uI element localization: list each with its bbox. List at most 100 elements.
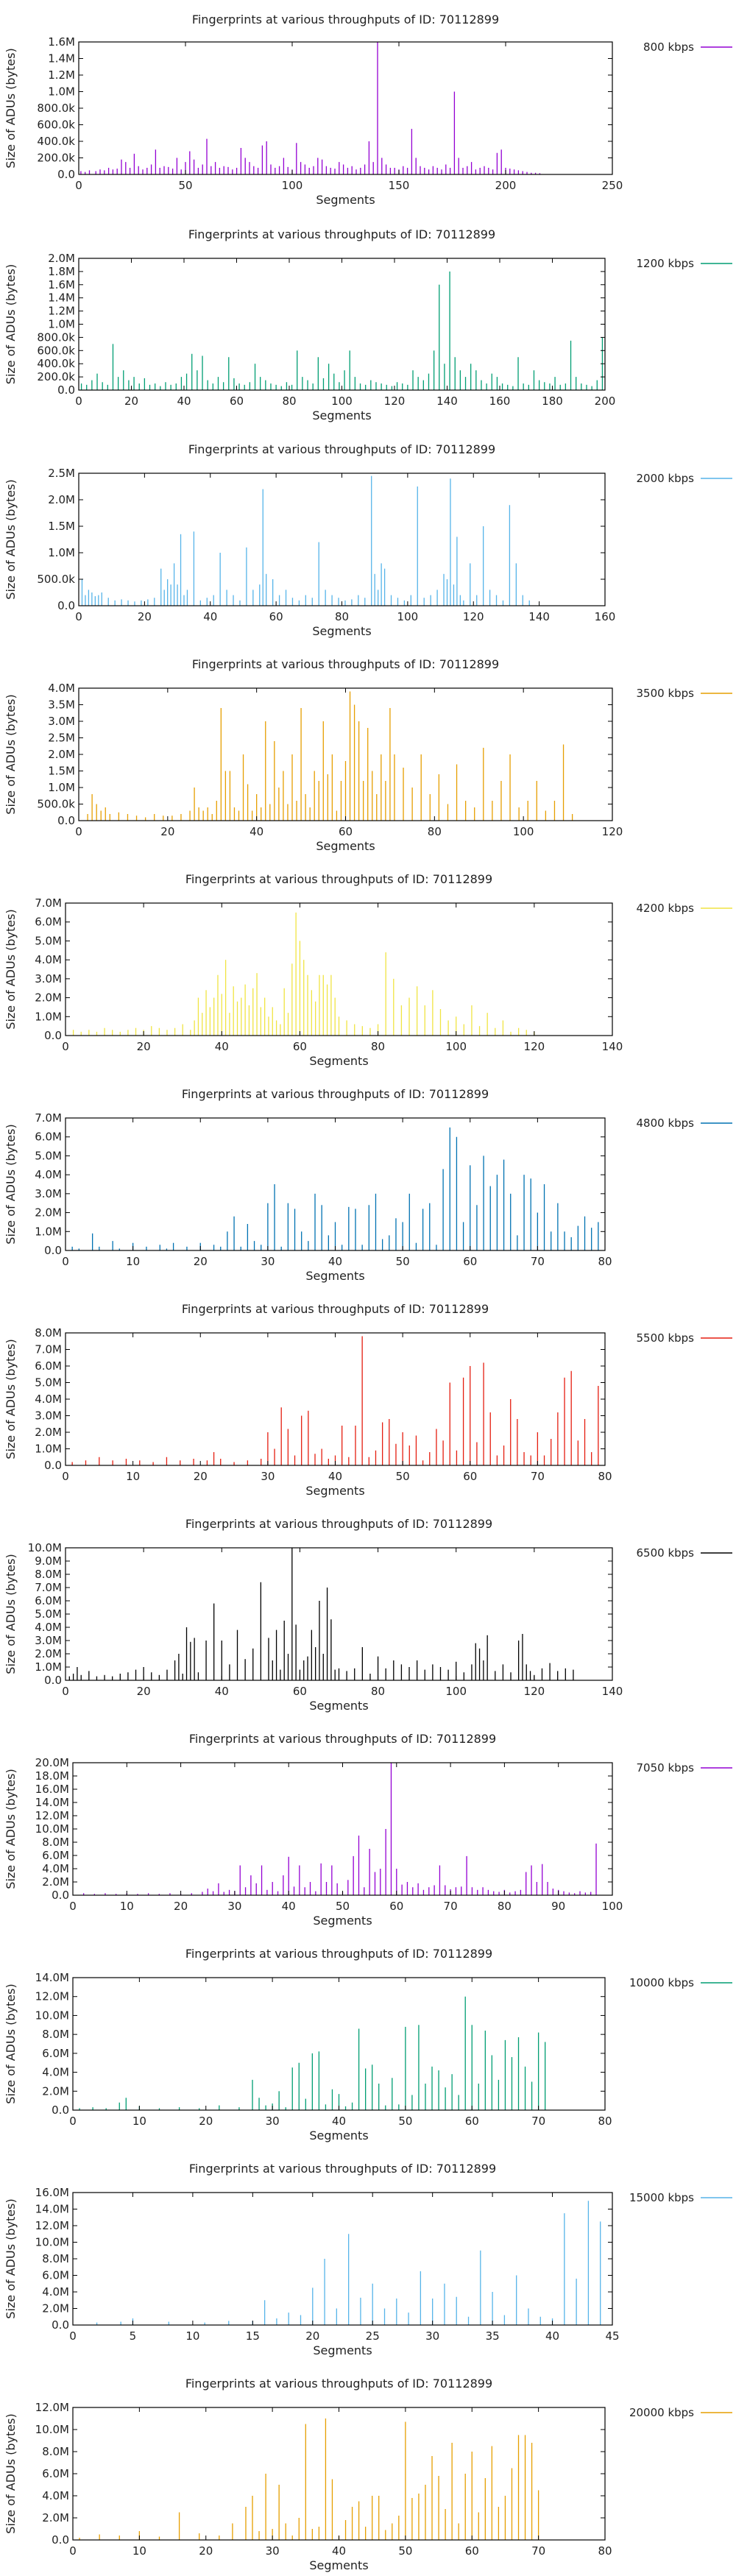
x-tick-label: 20 — [305, 2329, 319, 2343]
y-tick-label: 2.0M — [42, 1875, 69, 1889]
x-tick-label: 80 — [598, 1470, 612, 1483]
x-tick-label: 180 — [542, 394, 563, 408]
x-axis-label: Segments — [309, 2558, 368, 2572]
legend-label: 4200 kbps — [637, 902, 695, 915]
y-tick-label: 14.0M — [35, 2203, 69, 2216]
chart-panel-10: Fingerprints at various throughputs of I… — [4, 1947, 732, 2142]
x-tick-label: 80 — [282, 394, 296, 408]
x-tick-label: 80 — [598, 2115, 612, 2128]
chart-panel-4: Fingerprints at various throughputs of I… — [4, 657, 732, 853]
y-tick-label: 2.0M — [35, 991, 62, 1005]
y-tick-label: 6.0M — [42, 2467, 69, 2480]
x-tick-label: 20 — [174, 1900, 188, 1913]
x-tick-label: 60 — [463, 1470, 477, 1483]
y-tick-label: 8.0M — [35, 1326, 62, 1340]
y-tick-label: 3.0M — [35, 1634, 62, 1647]
bar-series — [81, 475, 530, 606]
y-tick-label: 0.0 — [44, 1674, 62, 1687]
x-tick-label: 0 — [75, 179, 82, 192]
x-tick-label: 20 — [137, 1040, 151, 1053]
y-axis-label: Size of ADUs (bytes) — [4, 2198, 18, 2318]
y-tick-label: 5.0M — [35, 1607, 62, 1621]
x-tick-label: 30 — [261, 1470, 275, 1483]
legend: 7050 kbps — [637, 1761, 732, 1774]
bar-series — [71, 1336, 599, 1465]
chart-title: Fingerprints at various throughputs of I… — [192, 657, 499, 671]
x-tick-label: 200 — [495, 179, 517, 192]
y-tick-label: 1.4M — [48, 52, 75, 66]
y-axis-label: Size of ADUs (bytes) — [4, 1339, 18, 1459]
y-tick-label: 0.0 — [52, 2103, 69, 2117]
x-tick-label: 0 — [62, 1685, 69, 1698]
y-tick-label: 3.0M — [48, 715, 75, 728]
x-tick-label: 150 — [389, 179, 410, 192]
x-tick-label: 20 — [199, 2115, 213, 2128]
x-axis-label: Segments — [313, 2343, 372, 2357]
x-axis-label: Segments — [309, 1054, 368, 1068]
y-tick-label: 3.0M — [35, 1187, 62, 1200]
x-tick-label: 200 — [595, 394, 616, 408]
y-tick-label: 0.0 — [57, 814, 75, 827]
x-tick-label: 0 — [75, 610, 82, 623]
y-tick-label: 400.0k — [37, 357, 75, 370]
y-tick-label: 10.0M — [35, 1822, 69, 1836]
y-tick-label: 4.0M — [42, 2066, 69, 2079]
x-axis-label: Segments — [313, 1914, 372, 1928]
y-tick-label: 8.0M — [35, 1568, 62, 1581]
y-tick-label: 200.0k — [37, 152, 75, 165]
x-tick-label: 10 — [120, 1900, 134, 1913]
x-tick-label: 0 — [69, 2115, 77, 2128]
plot-frame — [78, 41, 613, 175]
y-axis-label: Size of ADUs (bytes) — [4, 909, 18, 1029]
chart-panel-11: Fingerprints at various throughputs of I… — [4, 2162, 732, 2357]
x-tick-label: 20 — [124, 394, 138, 408]
legend: 4200 kbps — [637, 902, 732, 915]
x-tick-label: 50 — [398, 2544, 412, 2558]
y-tick-label: 1.4M — [48, 291, 75, 305]
x-tick-label: 20 — [199, 2544, 213, 2558]
x-tick-label: 140 — [528, 610, 550, 623]
x-tick-label: 120 — [602, 825, 623, 838]
x-tick-label: 0 — [62, 1255, 69, 1268]
y-tick-label: 0.0 — [44, 1029, 62, 1042]
y-tick-label: 2.0M — [48, 252, 75, 265]
x-axis-label: Segments — [316, 193, 375, 207]
y-tick-label: 4.0M — [42, 1862, 69, 1875]
x-tick-label: 35 — [486, 2329, 500, 2343]
x-tick-label: 120 — [524, 1685, 545, 1698]
bar-series — [80, 42, 541, 174]
y-tick-label: 0.0 — [44, 1459, 62, 1472]
x-tick-label: 40 — [328, 1255, 342, 1268]
bar-series — [87, 691, 573, 821]
y-tick-label: 12.0M — [35, 1990, 69, 2003]
x-tick-label: 10 — [126, 1255, 140, 1268]
legend-label: 6500 kbps — [637, 1546, 695, 1560]
y-tick-label: 1.5M — [48, 765, 75, 778]
chart-title: Fingerprints at various throughputs of I… — [182, 1087, 489, 1101]
plot-frame — [72, 2192, 613, 2326]
y-tick-label: 1.8M — [48, 265, 75, 278]
x-tick-label: 100 — [282, 179, 303, 192]
x-tick-label: 50 — [178, 179, 192, 192]
legend: 4800 kbps — [637, 1117, 732, 1130]
y-tick-label: 2.0M — [35, 1647, 62, 1660]
y-tick-label: 0.0 — [57, 599, 75, 612]
y-tick-label: 3.5M — [48, 698, 75, 712]
x-tick-label: 40 — [177, 394, 191, 408]
x-tick-label: 30 — [227, 1900, 241, 1913]
y-tick-label: 1.0M — [48, 85, 75, 99]
y-tick-label: 6.0M — [35, 1130, 62, 1144]
x-tick-label: 15 — [246, 2329, 260, 2343]
legend: 6500 kbps — [637, 1546, 732, 1560]
y-tick-label: 800.0k — [37, 102, 75, 115]
x-tick-label: 140 — [602, 1040, 623, 1053]
x-tick-label: 0 — [69, 1900, 77, 1913]
x-tick-label: 60 — [389, 1900, 403, 1913]
y-tick-label: 1.0M — [48, 781, 75, 794]
y-tick-label: 10.0M — [35, 2009, 69, 2022]
x-tick-label: 160 — [595, 610, 616, 623]
y-tick-label: 14.0M — [35, 1971, 69, 1984]
x-tick-label: 30 — [266, 2115, 280, 2128]
y-tick-label: 1.5M — [48, 520, 75, 533]
